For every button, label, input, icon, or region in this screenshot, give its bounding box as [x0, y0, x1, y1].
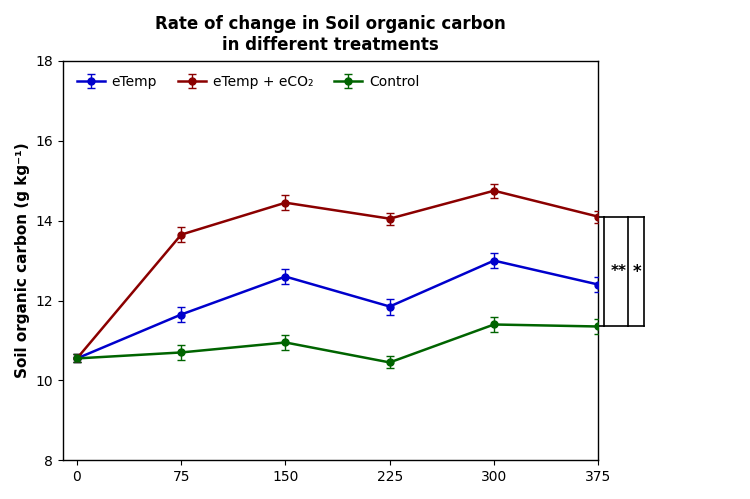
Title: Rate of change in Soil organic carbon
in different treatments: Rate of change in Soil organic carbon in…: [155, 15, 506, 54]
Y-axis label: Soil organic carbon (g kg⁻¹): Soil organic carbon (g kg⁻¹): [15, 143, 30, 378]
Text: *: *: [633, 262, 642, 280]
Text: **: **: [610, 264, 626, 279]
Legend: eTemp, eTemp + eCO₂, Control: eTemp, eTemp + eCO₂, Control: [70, 68, 426, 96]
